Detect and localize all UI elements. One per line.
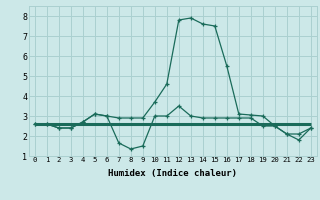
X-axis label: Humidex (Indice chaleur): Humidex (Indice chaleur): [108, 169, 237, 178]
